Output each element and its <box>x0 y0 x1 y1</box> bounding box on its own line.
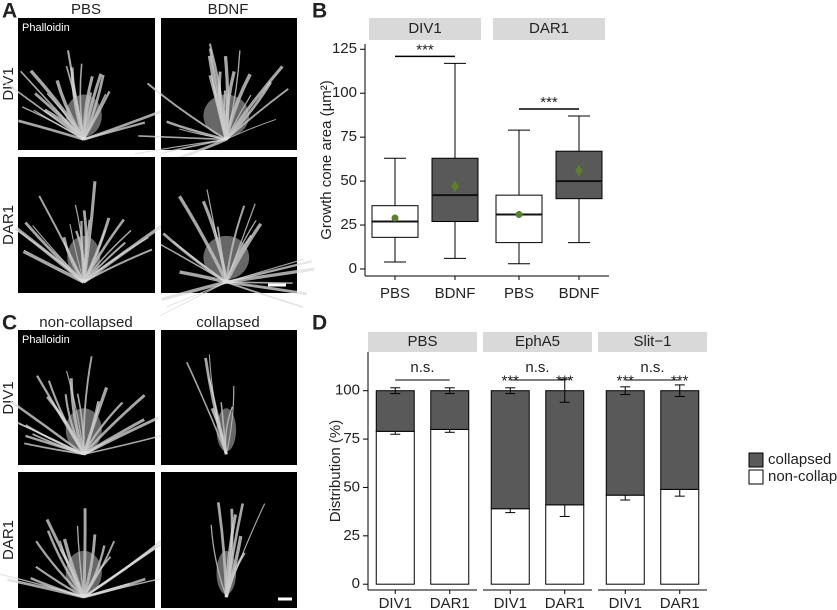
facet-strip <box>483 332 592 352</box>
x-tick-label: DAR1 <box>545 595 585 610</box>
legend-label: non-collapsed <box>768 468 837 485</box>
legend-label: collapsed <box>768 451 831 468</box>
legend-swatch <box>748 469 764 485</box>
cone-body <box>65 550 102 595</box>
bar-segment <box>545 504 585 585</box>
y-tick-label: 75 <box>343 430 360 447</box>
y-tick-label: 125 <box>332 40 357 57</box>
facet-label: EphA5 <box>515 333 560 350</box>
x-tick-label: DAR1 <box>660 595 700 610</box>
x-tick-label: DIV1 <box>494 595 527 610</box>
annotation: n.s. <box>640 359 664 376</box>
y-tick-label: 0 <box>349 260 357 277</box>
legend-swatch <box>748 452 764 468</box>
facet-label: PBS <box>407 333 437 350</box>
cone-body <box>65 94 102 137</box>
x-tick-label: PBS <box>504 285 534 302</box>
mean <box>515 210 523 218</box>
y-tick-label: 25 <box>343 527 360 544</box>
bar-segment <box>545 390 585 506</box>
mean <box>451 182 459 190</box>
y-tick-label: 100 <box>332 84 357 101</box>
bar-annotation: *** <box>616 373 634 390</box>
facet-strip <box>493 18 605 40</box>
bar-segment <box>660 488 700 585</box>
cone-body <box>65 408 102 452</box>
mean <box>575 167 583 175</box>
bar-segment <box>660 390 700 490</box>
cone-body <box>203 235 250 280</box>
filopodium <box>138 135 227 141</box>
facet-label: DAR1 <box>529 20 569 37</box>
stain-label: Phalloidin <box>22 334 70 346</box>
filopodium <box>134 138 227 155</box>
annotation: n.s. <box>410 359 434 376</box>
filopodium <box>226 280 307 296</box>
y-tick-label: 50 <box>343 478 360 495</box>
bar-segment <box>375 390 415 432</box>
facet-strip <box>598 332 707 352</box>
x-tick-label: DIV1 <box>379 595 412 610</box>
filopodium <box>82 418 145 456</box>
bar-segment <box>605 494 645 585</box>
bar-segment <box>490 508 530 585</box>
y-tick-label: 75 <box>340 128 357 145</box>
y-tick-label: 0 <box>352 575 360 592</box>
cone-body <box>67 235 101 280</box>
column-label: BDNF <box>208 1 249 18</box>
bar-segment <box>430 390 470 430</box>
mean <box>391 214 399 222</box>
row-label: DIV1 <box>0 381 17 414</box>
y-axis-label: Distribution (%) <box>327 420 344 523</box>
column-label: PBS <box>71 1 101 18</box>
bar-annotation: *** <box>671 373 689 390</box>
significance: *** <box>540 94 558 111</box>
facet-label: DIV1 <box>408 20 441 37</box>
y-tick-label: 100 <box>335 382 360 399</box>
x-tick-label: DIV1 <box>609 595 642 610</box>
panel-letter: A <box>2 0 17 23</box>
cone-body <box>203 94 250 137</box>
x-tick-label: DAR1 <box>430 595 470 610</box>
filopodium <box>161 280 227 302</box>
cone-body <box>216 408 237 452</box>
bar-segment <box>375 430 415 585</box>
panel-letter: C <box>2 312 17 335</box>
panel-letter: B <box>312 0 327 23</box>
filopodium <box>30 577 85 599</box>
annotation: n.s. <box>525 359 549 376</box>
filopodium <box>179 270 227 284</box>
column-label: non-collapsed <box>39 314 132 331</box>
column-label: collapsed <box>196 314 259 331</box>
cone-body <box>216 550 237 595</box>
x-tick-label: BDNF <box>435 285 476 302</box>
x-tick-label: PBS <box>380 285 410 302</box>
bar-segment <box>605 390 645 496</box>
filopodium <box>225 281 304 308</box>
y-axis-label: Growth cone area (µm²) <box>318 80 335 240</box>
filopodium <box>18 119 85 141</box>
y-tick-label: 25 <box>340 216 357 233</box>
facet-label: Slit−1 <box>634 333 672 350</box>
bar-annotation: *** <box>501 373 519 390</box>
filopodium <box>226 118 276 140</box>
filopodium <box>226 267 315 284</box>
significance: *** <box>416 41 434 58</box>
facet-strip <box>369 18 481 40</box>
bar-annotation: *** <box>556 373 574 390</box>
filopodium <box>166 281 227 308</box>
bar-segment <box>430 428 470 585</box>
stain-label: Phalloidin <box>22 22 70 34</box>
micrographs <box>0 18 315 608</box>
row-label: DAR1 <box>0 205 17 245</box>
panel-letter: D <box>312 312 327 335</box>
y-tick-label: 50 <box>340 172 357 189</box>
facet-strip <box>368 332 477 352</box>
box <box>495 194 543 244</box>
row-label: DAR1 <box>0 520 17 560</box>
x-tick-label: BDNF <box>559 285 600 302</box>
bar-segment <box>490 390 530 510</box>
filopodium <box>166 120 227 141</box>
